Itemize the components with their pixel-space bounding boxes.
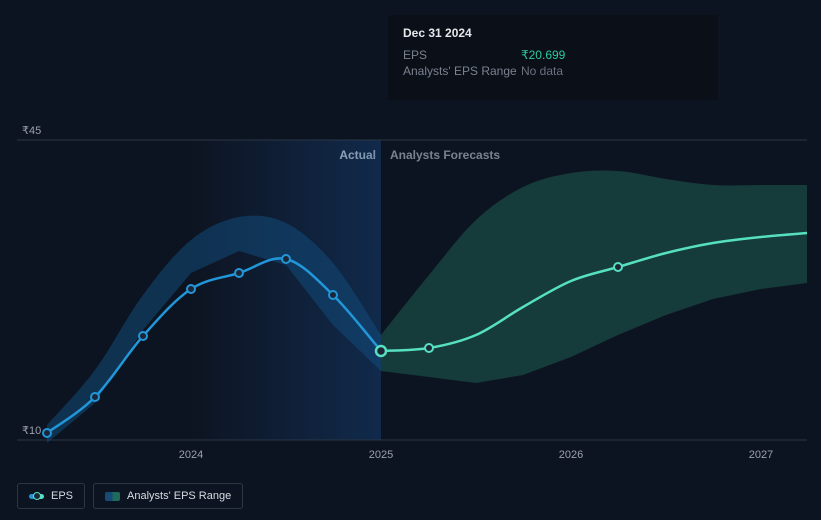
x-axis-label: 2025 [369, 449, 393, 461]
legend-item-range[interactable]: Analysts' EPS Range [93, 483, 243, 509]
x-axis-label: 2024 [179, 449, 203, 461]
y-axis-label: ₹10 [22, 424, 41, 437]
legend-swatch-range-icon [105, 492, 120, 501]
chart-legend: EPS Analysts' EPS Range [17, 483, 243, 509]
legend-label: EPS [51, 490, 73, 502]
tooltip-row: Analysts' EPS Range No data [403, 64, 703, 78]
eps-chart[interactable] [17, 125, 807, 445]
y-axis-label: ₹45 [22, 124, 41, 137]
legend-swatch-line-icon [29, 494, 44, 499]
x-axis-label: 2026 [559, 449, 583, 461]
tooltip-row: EPS ₹20.699 [403, 48, 703, 62]
tooltip-key-range: Analysts' EPS Range [403, 64, 521, 78]
tooltip-key-eps: EPS [403, 48, 521, 62]
legend-item-eps[interactable]: EPS [17, 483, 85, 509]
chart-tooltip: Dec 31 2024 EPS ₹20.699 Analysts' EPS Ra… [388, 15, 718, 100]
tooltip-value-eps: ₹20.699 [521, 48, 565, 62]
tooltip-value-range: No data [521, 64, 563, 78]
tooltip-date: Dec 31 2024 [403, 26, 703, 40]
x-axis-label: 2027 [749, 449, 773, 461]
legend-label: Analysts' EPS Range [127, 490, 231, 502]
